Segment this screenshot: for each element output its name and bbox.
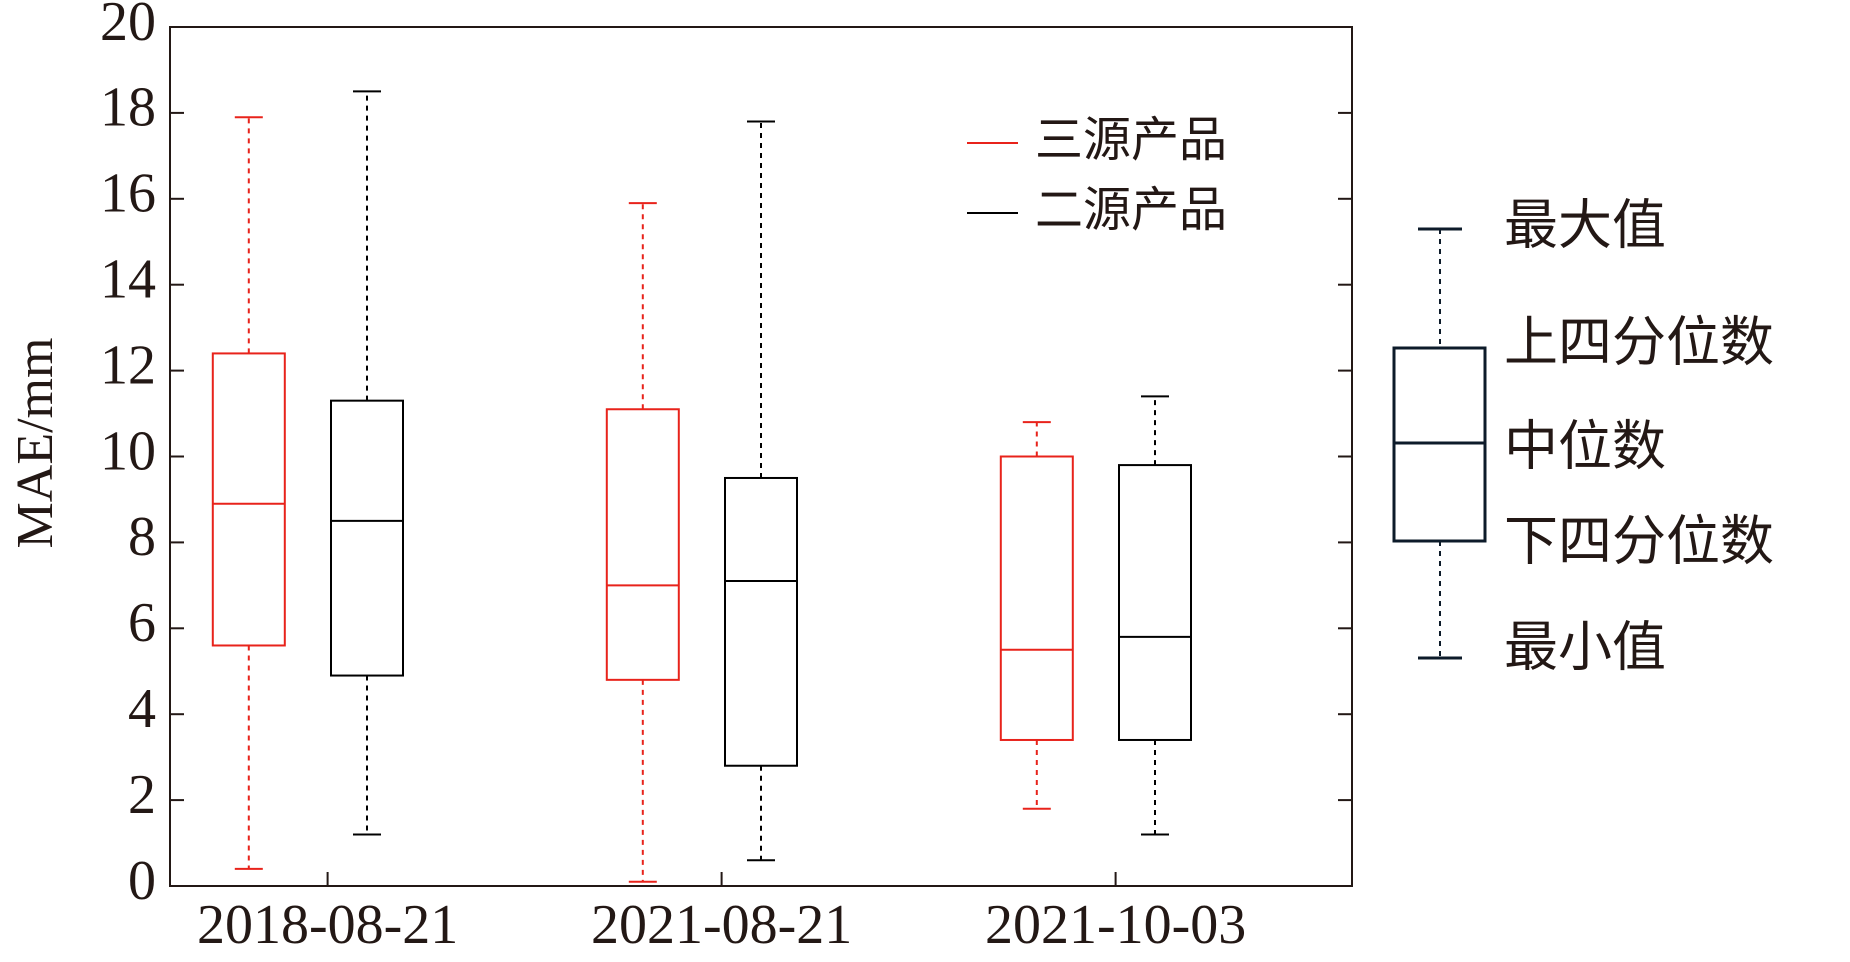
y-tick-label: 2 bbox=[128, 764, 156, 826]
box bbox=[330, 399, 404, 677]
x-tick-label: 2021-08-21 bbox=[591, 894, 852, 956]
y-tick-label: 14 bbox=[100, 249, 156, 311]
y-tick-label: 12 bbox=[100, 334, 156, 396]
key-label: 上四分位数 bbox=[1504, 312, 1774, 372]
y-tick-label: 18 bbox=[100, 77, 156, 139]
y-tick-label: 8 bbox=[128, 506, 156, 568]
legend-label: 二源产品 bbox=[1035, 184, 1227, 237]
y-tick-label: 16 bbox=[100, 163, 156, 225]
box bbox=[211, 352, 286, 647]
key-label: 最大值 bbox=[1504, 195, 1666, 255]
x-tick-label: 2018-08-21 bbox=[197, 894, 458, 956]
y-tick-label: 0 bbox=[128, 850, 156, 912]
y-tick-label: 10 bbox=[100, 420, 156, 482]
box bbox=[1118, 464, 1192, 741]
legend-label: 三源产品 bbox=[1035, 114, 1227, 167]
x-tick-label: 2021-10-03 bbox=[985, 894, 1246, 956]
key-label: 中位数 bbox=[1504, 416, 1666, 476]
box bbox=[724, 476, 798, 767]
box bbox=[605, 408, 680, 681]
box bbox=[999, 455, 1074, 741]
y-tick-label: 20 bbox=[100, 0, 156, 53]
key-label: 下四分位数 bbox=[1504, 511, 1774, 571]
y-axis-label: MAE/mm bbox=[7, 338, 64, 549]
box-key bbox=[1392, 227, 1487, 660]
y-tick-label: 6 bbox=[128, 592, 156, 654]
box-key-labels: 最大值 上四分位数 中位数 下四分位数 最小值 bbox=[1504, 195, 1774, 677]
y-tick-label: 4 bbox=[128, 678, 156, 740]
key-label: 最小值 bbox=[1504, 617, 1666, 677]
